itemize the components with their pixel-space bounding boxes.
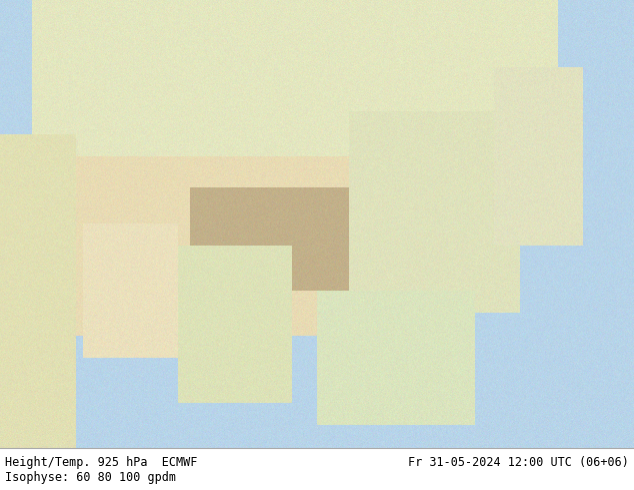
Text: Fr 31-05-2024 12:00 UTC (06+06): Fr 31-05-2024 12:00 UTC (06+06) [408, 456, 629, 468]
Text: Isophyse: 60 80 100 gpdm: Isophyse: 60 80 100 gpdm [5, 471, 176, 484]
Text: Height/Temp. 925 hPa  ECMWF: Height/Temp. 925 hPa ECMWF [5, 456, 197, 468]
